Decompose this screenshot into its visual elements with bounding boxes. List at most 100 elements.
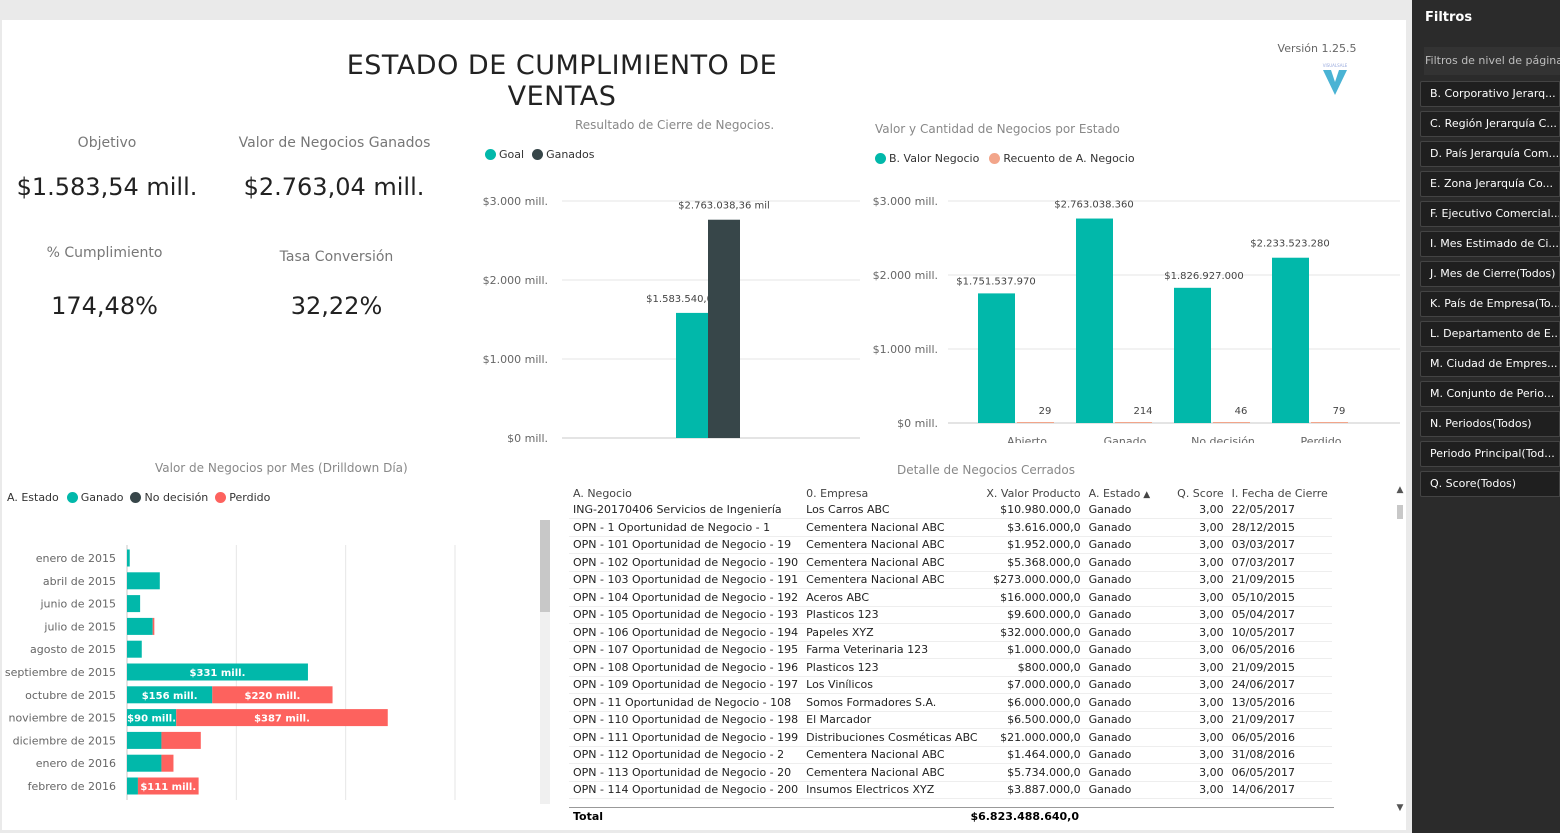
x-category-label: Abierto [1007, 435, 1047, 443]
data-label: $220 mill. [244, 691, 300, 702]
chart2-svg: $3.000 mill. $2.000 mill. $1.000 mill. $0 m… [873, 195, 1400, 443]
table-cell: 3,00 [1165, 658, 1228, 677]
table-cell: $5.734.000,0 [981, 763, 1085, 782]
filter-card[interactable]: C. Región Jerarquía C... [1420, 111, 1560, 137]
table-cell: $10.980.000,0 [981, 501, 1085, 519]
column-header[interactable]: A. Negocio [573, 486, 632, 500]
bar-ganado [127, 595, 141, 613]
table-cell: Ganado [1084, 746, 1166, 764]
y-category-label: agosto de 2015 [30, 643, 116, 656]
table-cell: $5.368.000,0 [981, 553, 1085, 572]
table-row[interactable]: OPN - 102 Oportunidad de Negocio - 190 Ce… [569, 553, 1332, 572]
y-tick-label: $3.000 mill. [873, 195, 938, 208]
table-cell: OPN - 108 Oportunidad de Negocio - 196 [569, 658, 803, 677]
filter-card[interactable]: L. Departamento de E... [1420, 321, 1560, 347]
bar-ganados [708, 219, 740, 438]
kpi-objetivo-value: $1.583,54 mill. [16, 173, 198, 201]
filter-card[interactable]: D. País Jerarquía Com... [1420, 141, 1560, 167]
table-row[interactable]: ING-20170406 Servicios de Ingeniería Los … [569, 501, 1332, 519]
table-cell: 05/10/2015 [1227, 588, 1332, 607]
table-cell: $1.000.000,0 [981, 641, 1085, 659]
bar-ganado [127, 663, 308, 681]
bar-perdido [212, 686, 333, 704]
sort-asc-icon[interactable]: ▲ [1140, 489, 1151, 500]
y-category-label: febrero de 2016 [28, 780, 116, 793]
table-row[interactable]: OPN - 109 Oportunidad de Negocio - 197 Lo… [569, 676, 1332, 694]
filter-card[interactable]: E. Zona Jerarquía Co... [1420, 171, 1560, 197]
table-cell: Farma Veterinaria 123 [802, 641, 982, 659]
table-cell: Ganado [1084, 676, 1166, 694]
y-category-label: diciembre de 2015 [13, 734, 116, 747]
column-header[interactable]: I. Fecha de Cierre [1231, 486, 1328, 500]
table-cell: OPN - 107 Oportunidad de Negocio - 195 [569, 641, 803, 659]
table-row[interactable]: OPN - 104 Oportunidad de Negocio - 192 Ac… [569, 588, 1332, 607]
bar-perdido [137, 777, 199, 795]
bar-recuento [1311, 422, 1348, 423]
chart3-scrollbar[interactable] [540, 520, 550, 804]
data-label: $111 mill. [140, 782, 196, 793]
filter-card[interactable]: J. Mes de Cierre(Todos) [1420, 261, 1560, 287]
filter-card[interactable]: B. Corporativo Jerarq... [1420, 81, 1560, 107]
table-cell: 3,00 [1165, 606, 1228, 624]
chart3-svg: $0 mil$200.000 mil$400.000 mil$600.000 m… [5, 545, 456, 800]
scroll-down-icon[interactable]: ▼ [1396, 803, 1404, 813]
filter-card[interactable]: I. Mes Estimado de Ci... [1420, 231, 1560, 257]
data-label: $2.763.038.360 [1054, 200, 1134, 211]
table-row[interactable]: OPN - 111 Oportunidad de Negocio - 199 Di… [569, 728, 1332, 747]
table-row[interactable]: OPN - 103 Oportunidad de Negocio - 191 Ce… [569, 571, 1332, 589]
column-header[interactable]: 0. Empresa [806, 486, 869, 500]
chart3-scrollbar-thumb[interactable] [540, 520, 550, 612]
y-category-label: septiembre de 2015 [5, 666, 116, 679]
table-row[interactable]: OPN - 107 Oportunidad de Negocio - 195 Fa… [569, 641, 1332, 659]
kpi-ganados-label: Valor de Negocios Ganados [238, 135, 431, 151]
filter-card[interactable]: K. País de Empresa(To... [1420, 291, 1560, 317]
table-cell: 3,00 [1165, 781, 1228, 799]
column-header[interactable]: A. Estado ▲ [1088, 486, 1151, 500]
table-row[interactable]: OPN - 110 Oportunidad de Negocio - 198 El… [569, 711, 1332, 729]
legend-ganado: Ganado [80, 491, 124, 504]
table-cell: 3,00 [1165, 571, 1228, 589]
filter-card[interactable]: M. Conjunto de Perio... [1420, 381, 1560, 407]
data-label: $2.763.038,36 mil [678, 201, 770, 212]
filter-card[interactable]: M. Ciudad de Empres... [1420, 351, 1560, 377]
table-cell: 3,00 [1165, 676, 1228, 694]
table-row[interactable]: OPN - 113 Oportunidad de Negocio - 20 Cem… [569, 763, 1332, 782]
table-row[interactable]: OPN - 11 Oportunidad de Negocio - 108 Som… [569, 693, 1332, 712]
table-cell: Ganado [1084, 641, 1166, 659]
filter-card[interactable]: F. Ejecutivo Comercial... [1420, 201, 1560, 227]
chart2-title: Valor y Cantidad de Negocios por Estado [875, 122, 1120, 136]
logo-v-shape [1323, 70, 1347, 95]
table-cell: 3,00 [1165, 693, 1228, 712]
table-cell: 3,00 [1165, 711, 1228, 729]
table-cell: Distribuciones Cosméticas ABC [802, 728, 982, 747]
table-row[interactable]: OPN - 114 Oportunidad de Negocio - 200 In… [569, 781, 1332, 799]
bar-goal [676, 312, 708, 438]
kpi-cumplimiento-label: % Cumplimiento [46, 245, 163, 261]
table-cell: Aceros ABC [802, 588, 982, 607]
filters-list: B. Corporativo Jerarq... C. Región Jerarq… [1420, 81, 1560, 501]
legend-ganados: Ganados [546, 148, 595, 161]
table-row[interactable]: OPN - 105 Oportunidad de Negocio - 193 Pl… [569, 606, 1332, 624]
table-scrollbar[interactable]: ▲ ▼ [1395, 485, 1405, 815]
table-row[interactable]: OPN - 108 Oportunidad de Negocio - 196 Pl… [569, 658, 1332, 677]
table-row[interactable]: OPN - 106 Oportunidad de Negocio - 194 Pa… [569, 623, 1332, 642]
filter-card[interactable]: Periodo Principal(Tod... [1420, 441, 1560, 467]
table-cell: $9.600.000,0 [981, 606, 1085, 624]
column-header[interactable]: Q. Score [1177, 486, 1224, 500]
table-cell: Ganado [1084, 518, 1166, 537]
brand-logo-text: VISUALSALE [1323, 63, 1348, 68]
table-cell: 3,00 [1165, 588, 1228, 607]
table-row[interactable]: OPN - 112 Oportunidad de Negocio - 2 Ceme… [569, 746, 1332, 764]
table-cell: $3.616.000,0 [981, 518, 1085, 537]
table-row[interactable]: OPN - 101 Oportunidad de Negocio - 19 Cem… [569, 536, 1332, 554]
table-cell: $7.000.000,0 [981, 676, 1085, 694]
data-label: 214 [1133, 406, 1152, 417]
table-cell: 14/06/2017 [1227, 781, 1332, 799]
table-row[interactable]: OPN - 1 Oportunidad de Negocio - 1 Cement… [569, 518, 1332, 537]
column-header[interactable]: X. Valor Producto [986, 486, 1081, 500]
legend-nodecision: No decisión [144, 491, 209, 504]
scroll-up-icon[interactable]: ▲ [1396, 485, 1404, 495]
filter-card[interactable]: N. Periodos(Todos) [1420, 411, 1560, 437]
table-scrollbar-thumb[interactable] [1397, 505, 1403, 519]
filter-card[interactable]: Q. Score(Todos) [1420, 471, 1560, 497]
